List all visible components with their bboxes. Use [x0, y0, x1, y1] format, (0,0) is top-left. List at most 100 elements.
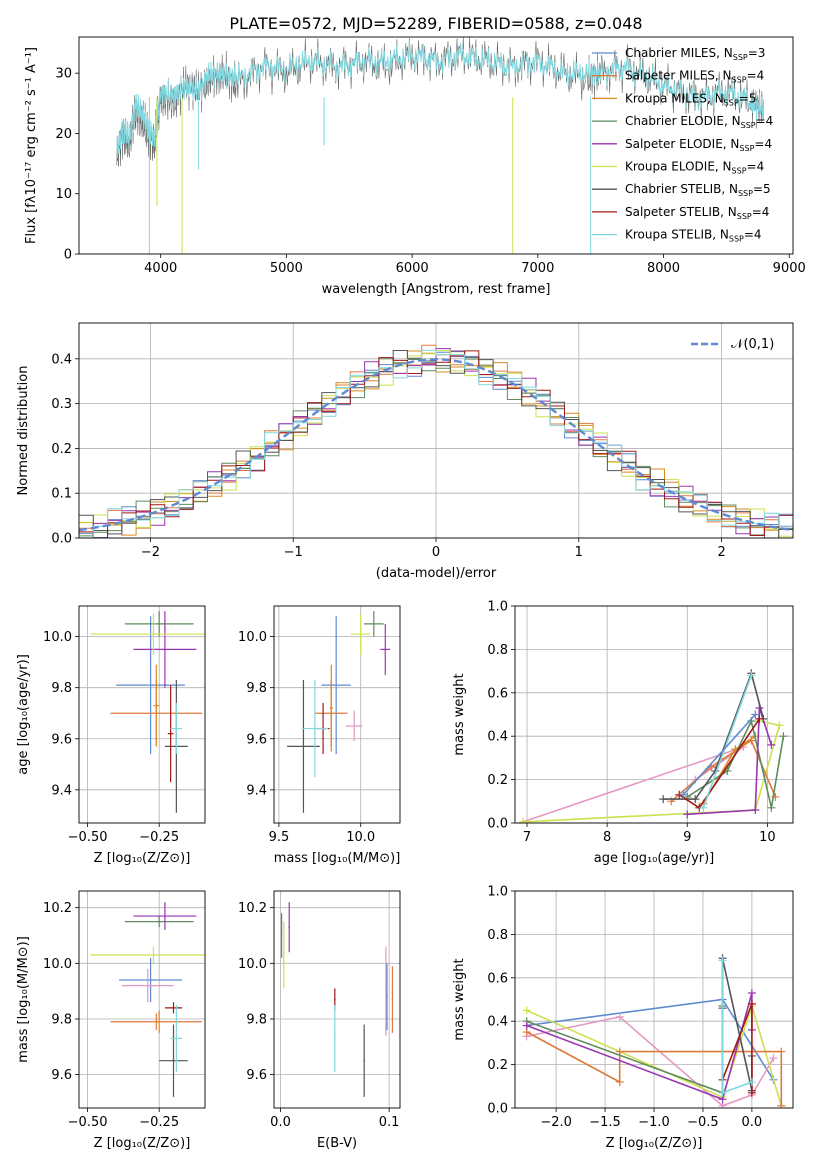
x-tick-label: 6000 — [396, 261, 429, 276]
y-tick-label: 10.0 — [238, 630, 267, 645]
panel-age-vs-Z: −0.50 −0.25 9.4 9.6 9.8 10.0 Z [log₁₀(Z/Z⊙)] ag… — [16, 605, 206, 866]
y-axis-label: mass [log₁₀(M/M⊙)] — [16, 936, 31, 1063]
x-tick-label: 9.5 — [269, 830, 290, 845]
x-axis-label: E(B-V) — [317, 1136, 357, 1151]
data-point — [158, 1020, 160, 1023]
data-point — [282, 954, 285, 956]
data-point — [149, 684, 152, 686]
weight-marker — [767, 803, 776, 812]
data-point — [175, 1037, 178, 1040]
weight-marker — [769, 1054, 778, 1063]
legend-label: Salpeter STELIB, N — [625, 205, 737, 219]
legend-suffix: =4 — [747, 69, 765, 83]
data-point — [335, 684, 337, 686]
panel-residual-histogram: −2 −1 0 1 2 0.0 0.1 0.2 0.3 0.4 𝒩(0,1) (data-model)… — [16, 322, 794, 581]
weight-marker — [679, 790, 688, 799]
data-point — [386, 995, 388, 998]
y-tick-label: 0.2 — [487, 1058, 508, 1073]
legend-label: Chabrier STELIB, N — [625, 182, 738, 196]
y-tick-label: 10.0 — [238, 957, 267, 972]
plot-area — [519, 669, 788, 823]
y-tick-label: 1.0 — [487, 600, 508, 615]
data-point — [280, 934, 283, 937]
x-axis-label: mass [log₁₀(M/M⊙)] — [274, 851, 401, 866]
data-point — [302, 745, 305, 748]
axes-frame — [273, 890, 401, 1109]
x-tick-label: 2 — [717, 545, 725, 560]
y-tick-label: 0.8 — [487, 643, 508, 658]
weight-line — [670, 739, 777, 802]
y-tick-label: 10 — [55, 187, 72, 202]
data-point — [155, 704, 158, 707]
y-tick-label: 0.6 — [487, 686, 508, 701]
legend-label: Chabrier MILES, N — [625, 46, 733, 60]
plot-area — [116, 37, 765, 254]
x-tick-label: −0.25 — [139, 830, 179, 845]
data-point — [152, 954, 155, 956]
weight-marker — [615, 1077, 624, 1086]
weight-marker — [615, 1047, 624, 1056]
y-tick-label: 10.0 — [43, 630, 72, 645]
y-tick-label: 1.0 — [487, 885, 508, 900]
y-tick-label: 0.4 — [51, 352, 72, 367]
weight-line — [522, 746, 744, 823]
data-point — [149, 979, 152, 981]
y-tick-label: 9.6 — [246, 732, 267, 747]
axes-frame — [273, 605, 401, 824]
x-axis-label: age [log₁₀(age/yr)] — [594, 851, 715, 866]
y-axis-label: age [log₁₀(age/yr)] — [16, 654, 31, 775]
y-tick-label: 10.2 — [238, 901, 267, 916]
y-tick-label: 10.2 — [43, 901, 72, 916]
data-point — [353, 725, 355, 727]
panel-mass-weight-vs-age: 7 8 9 10 0.0 0.2 0.4 0.6 0.8 1.0 age [log₁₀(age/yr… — [452, 600, 794, 866]
y-tick-label: 30 — [55, 67, 72, 82]
weight-marker — [519, 817, 528, 823]
y-tick-label: 0.4 — [487, 730, 508, 745]
legend-entry: Kroupa MILES, NSSP=5 — [625, 91, 756, 107]
weight-marker — [751, 710, 760, 719]
panel-mass-vs-Z: −0.50 −0.25 9.6 9.8 10.0 10.2 Z [log₁₀(Z/Z⊙)] m… — [16, 890, 206, 1151]
weight-marker — [718, 956, 727, 965]
data-point — [334, 1037, 336, 1040]
x-tick-label: 8000 — [647, 261, 680, 276]
panel-age-vs-mass: 9.5 10.0 9.4 9.6 9.8 10.0 mass [log₁₀(M/M⊙)] — [238, 605, 401, 866]
weight-marker — [718, 1088, 727, 1097]
weight-line — [526, 1016, 775, 1107]
weight-marker — [755, 714, 764, 723]
legend-entry: Kroupa ELODIE, NSSP=4 — [625, 160, 764, 176]
legend-sub: SSP — [732, 167, 747, 176]
legend-sub: SSP — [738, 189, 753, 198]
histogram-step — [79, 350, 793, 538]
weight-marker — [777, 1101, 786, 1108]
data-point — [172, 1059, 175, 1062]
x-tick-label: 7000 — [521, 261, 554, 276]
x-tick-label: 0 — [432, 545, 440, 560]
y-tick-label: 0.2 — [51, 442, 72, 457]
plot-area — [287, 611, 391, 813]
plot-area — [90, 611, 205, 813]
x-tick-label: 0.0 — [270, 1115, 291, 1130]
data-point — [164, 648, 166, 651]
figure-title: PLATE=0572, MJD=52289, FIBERID=0588, z=0… — [229, 14, 642, 33]
axes-frame — [78, 890, 206, 1109]
x-axis-label: (data-model)/error — [376, 566, 497, 581]
x-tick-label: 7 — [523, 830, 531, 845]
weight-marker — [659, 795, 668, 804]
y-tick-label: 0.4 — [487, 1015, 508, 1030]
legend-label: Kroupa ELODIE, N — [625, 160, 732, 174]
data-point — [373, 623, 375, 625]
y-tick-label: 0.1 — [51, 487, 72, 502]
y-axis-label: mass weight — [452, 958, 467, 1040]
weight-marker — [779, 732, 788, 741]
data-point — [172, 1007, 175, 1009]
x-tick-label: 5000 — [270, 261, 303, 276]
weight-marker — [747, 671, 756, 680]
data-point — [330, 707, 333, 709]
x-tick-label: 9 — [683, 830, 691, 845]
y-tick-label: 0.6 — [487, 971, 508, 986]
panel-mass-vs-EBV: 0.0 0.1 9.6 9.8 10.0 10.2 E(B-V) — [238, 890, 401, 1151]
gaussian-curve — [79, 358, 793, 532]
x-tick-label: −0.50 — [68, 830, 108, 845]
axes-frame — [514, 605, 794, 824]
weight-marker — [522, 1021, 531, 1030]
